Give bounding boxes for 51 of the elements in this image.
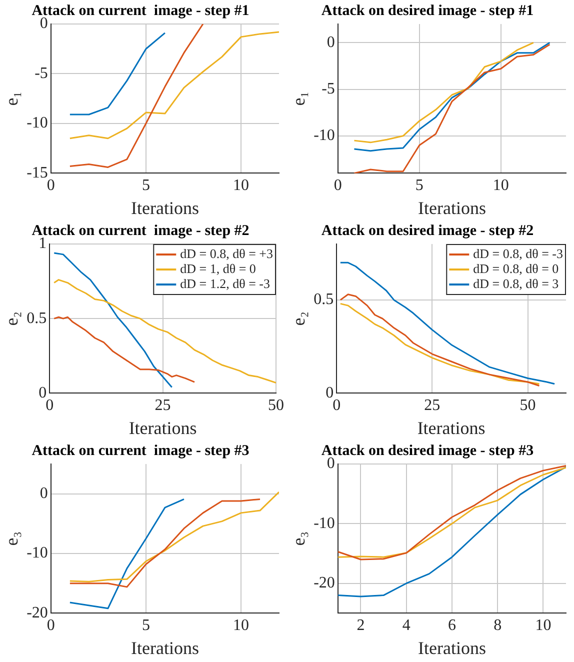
y-axis-title: e₁ [288, 91, 309, 106]
x-tick-label: 6 [448, 617, 456, 634]
x-axis-title: Iterations [130, 198, 199, 218]
y-tick-label: -5 [34, 64, 48, 82]
chart-title: Attack on current image - step #3 [32, 442, 250, 459]
x-axis-title: Iterations [418, 638, 486, 658]
y-tick-label: -10 [314, 127, 335, 144]
x-tick-label: 10 [232, 177, 249, 194]
x-tick-label: 5 [142, 617, 150, 634]
legend-label: dD = 1.2, dθ = -3 [180, 276, 270, 291]
x-axis-title: Iterations [418, 198, 486, 218]
y-tick-label: 0 [38, 384, 47, 402]
y-axis-title: e₃ [288, 531, 309, 546]
legend-label: dD = 0.8, dθ = 0 [473, 260, 559, 276]
y-axis-title: e₁ [2, 91, 22, 106]
x-tick-label: 10 [492, 177, 509, 194]
x-tick-label: 8 [494, 617, 502, 634]
y-tick-label: -5 [322, 80, 335, 98]
y-axis-title: e₂ [2, 311, 22, 326]
y-tick-label: -10 [314, 514, 335, 532]
x-tick-label: 4 [402, 617, 410, 634]
y-tick-label: -15 [26, 164, 48, 182]
y-axis-title: e₂ [288, 311, 309, 326]
chart-title: Attack on desired image - step #2 [321, 222, 534, 239]
x-tick-label: 50 [268, 397, 284, 414]
x-tick-label: 10 [535, 617, 552, 634]
x-tick-label: 5 [142, 177, 150, 194]
y-tick-label: 0.5 [26, 310, 47, 327]
y-tick-label: -10 [26, 114, 48, 132]
legend-label: dD = 0.8, dθ = -3 [473, 246, 563, 261]
x-axis-title: Iterations [130, 638, 199, 658]
legend-label: dD = 0.8, dθ = 3 [473, 276, 559, 291]
x-axis-title: Iterations [417, 418, 486, 438]
y-tick-label: -20 [26, 604, 48, 622]
y-tick-label: -10 [26, 544, 48, 562]
legend-label: dD = 1, dθ = 0 [180, 260, 256, 276]
legend-label: dD = 0.8, dθ = +3 [180, 246, 274, 261]
y-tick-label: -20 [314, 574, 335, 592]
y-tick-label: 0 [40, 485, 48, 502]
x-tick-label: 5 [415, 177, 424, 194]
x-tick-label: 2 [356, 617, 365, 634]
y-tick-label: 0.5 [314, 291, 334, 308]
y-axis-title: e₃ [2, 531, 22, 546]
chart-title: Attack on desired image - step #1 [321, 2, 534, 19]
y-tick-label: 0 [326, 34, 335, 51]
x-tick-label: 25 [154, 397, 171, 414]
x-axis-title: Iterations [128, 418, 197, 438]
x-tick-label: 10 [232, 617, 249, 634]
y-tick-label: 0 [326, 384, 334, 402]
x-tick-label: 25 [424, 397, 440, 414]
x-tick-label: 50 [520, 397, 536, 414]
